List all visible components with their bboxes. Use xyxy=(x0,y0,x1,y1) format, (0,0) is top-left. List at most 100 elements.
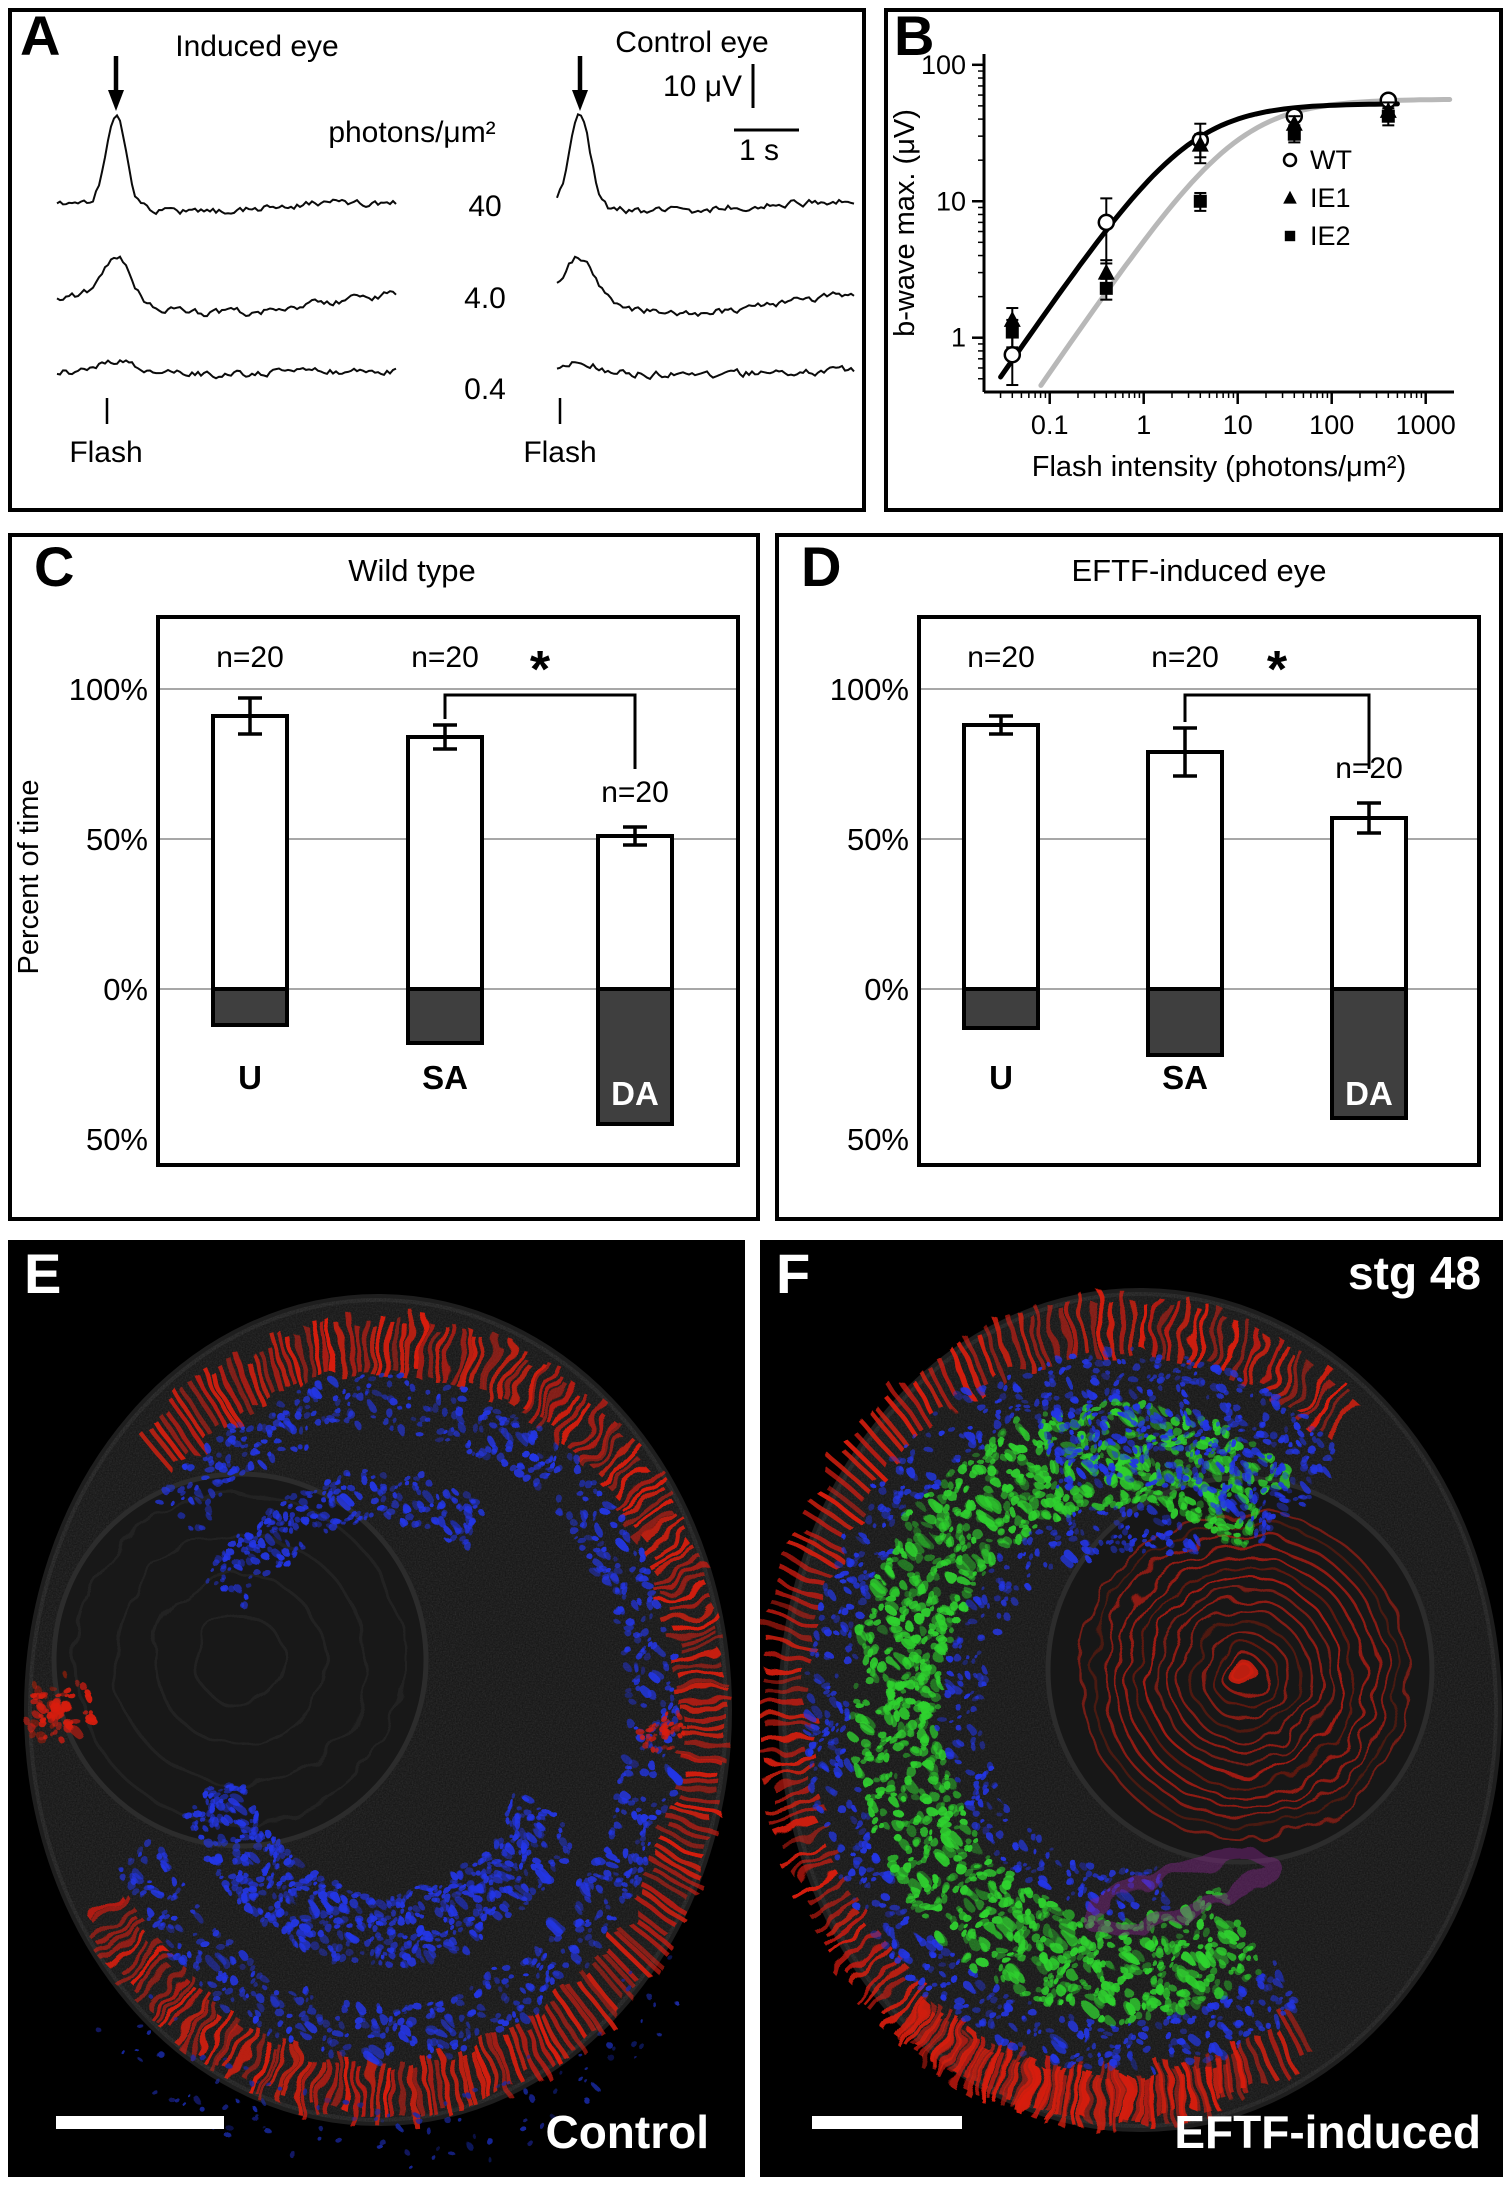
stain-striation xyxy=(149,1427,182,1467)
stain-dots xyxy=(304,1412,312,1421)
stain-dots xyxy=(578,1480,586,1488)
stain-dots xyxy=(1092,1366,1099,1374)
stain-dots xyxy=(1074,2053,1083,2062)
stain-dots xyxy=(867,1867,875,1875)
stain-dots xyxy=(212,1970,220,1978)
stain-dots xyxy=(958,1576,968,1586)
stain-dots xyxy=(380,1373,387,1380)
stain-dots xyxy=(177,1926,184,1933)
stain-dots xyxy=(423,2125,430,2132)
stain-dots xyxy=(853,1861,862,1870)
stain-dots xyxy=(274,1438,282,1446)
stain-dots xyxy=(1226,1919,1234,1927)
stain-striation xyxy=(209,2016,240,2072)
stain-dots xyxy=(886,1508,892,1514)
stain-dots xyxy=(950,1594,960,1603)
stain-dots xyxy=(228,1872,236,1880)
stain-dots xyxy=(898,1667,909,1678)
stain-dots xyxy=(357,1948,362,1953)
stain-dots xyxy=(892,1539,901,1548)
stain-dots xyxy=(856,1596,866,1605)
stain-dots xyxy=(385,1409,394,1418)
stain-dots xyxy=(1236,1994,1241,1999)
stain-dots xyxy=(1112,1399,1121,1408)
stain-dots xyxy=(931,1568,942,1579)
stain-dots xyxy=(1223,1389,1229,1395)
stain-dots xyxy=(660,1727,668,1735)
stain-striation xyxy=(612,1463,647,1498)
stain-dots xyxy=(432,1423,441,1432)
stain-dots xyxy=(281,2090,286,2095)
stain-dots xyxy=(883,1754,893,1764)
stain-dots xyxy=(995,1944,1005,1954)
panel-a-erg-traces: A Induced eye Control eye photons/μm² 40… xyxy=(8,8,866,512)
stain-dots xyxy=(465,1526,473,1534)
y-tick-label: 0% xyxy=(864,972,909,1007)
stain-dots xyxy=(846,1812,852,1819)
stain-dots xyxy=(23,1718,31,1726)
stain-striation xyxy=(96,1916,144,1957)
stain-dots xyxy=(37,1703,45,1712)
stain-dots xyxy=(1087,2026,1092,2031)
stain-dots xyxy=(1092,1356,1101,1365)
stain-dots xyxy=(508,1833,513,1838)
stain-striation xyxy=(1220,2051,1239,2098)
stain-dots xyxy=(478,1509,485,1516)
stain-dots xyxy=(483,1851,491,1858)
stain-dots xyxy=(1209,1882,1218,1891)
stain-dots xyxy=(1008,1950,1016,1958)
stain-dots xyxy=(917,1625,926,1634)
stain-striation xyxy=(287,1339,304,1386)
stain-dots xyxy=(640,1627,649,1637)
stain-dots xyxy=(369,1483,378,1491)
stain-dots xyxy=(467,1984,473,1990)
stain-striation xyxy=(1086,2075,1095,2123)
stain-dots xyxy=(846,1867,855,1876)
stain-dots xyxy=(514,1954,521,1961)
stain-dots xyxy=(382,2024,389,2031)
stain-dots xyxy=(831,1594,839,1602)
stain-striation xyxy=(778,1842,827,1868)
stain-striation xyxy=(802,1509,844,1538)
stain-dots xyxy=(48,1683,54,1690)
stain-dots xyxy=(223,1882,232,1890)
stain-dots xyxy=(888,1913,896,1921)
stain-striation xyxy=(828,1456,874,1497)
stain-dots xyxy=(539,2122,546,2129)
stain-dots xyxy=(830,1834,839,1843)
stain-dots xyxy=(1107,1395,1113,1401)
stain-dots xyxy=(204,1456,212,1463)
stain-dots xyxy=(147,2030,153,2036)
stain-dots xyxy=(290,1529,297,1536)
stain-dots xyxy=(215,1932,222,1939)
stain-dots xyxy=(308,2008,318,2017)
stain-dots xyxy=(1096,2057,1105,2066)
stain-dots xyxy=(1002,1928,1011,1937)
stain-dots xyxy=(1237,2005,1242,2010)
stain-dots xyxy=(1214,1978,1221,1985)
stain-striation xyxy=(316,2059,331,2116)
stain-dots xyxy=(903,1443,908,1448)
stain-striation xyxy=(1204,2065,1220,2110)
stain-dots xyxy=(455,1920,463,1928)
stain-dots xyxy=(1282,1426,1289,1432)
stain-dots xyxy=(472,1933,480,1941)
stain-dots xyxy=(872,1485,878,1490)
stain-dots xyxy=(831,1558,840,1566)
stain-dots xyxy=(973,1978,982,1987)
stain-dots xyxy=(926,1627,934,1634)
stain-dots xyxy=(816,1769,822,1775)
stain-dots xyxy=(1041,1499,1049,1507)
stain-dots xyxy=(1067,1366,1075,1374)
stain-dots xyxy=(663,1747,671,1754)
stain-dots xyxy=(1157,1979,1165,1986)
stain-dots xyxy=(669,1749,675,1755)
stain-dots xyxy=(172,1928,177,1933)
stain-dots xyxy=(204,1498,212,1506)
stain-striation xyxy=(1140,2075,1149,2128)
stain-dots xyxy=(889,1939,898,1947)
stain-dots xyxy=(1017,1522,1023,1528)
stain-dots xyxy=(495,1410,503,1417)
stain-dots xyxy=(1093,1405,1102,1414)
stain-dots xyxy=(889,1649,897,1657)
